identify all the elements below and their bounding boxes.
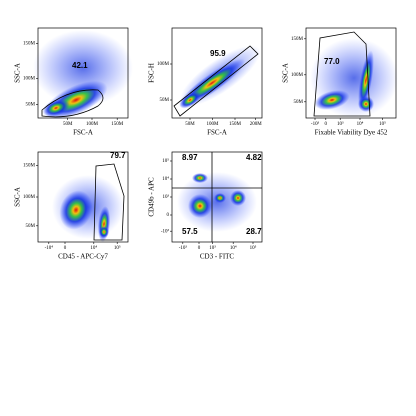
- gate: [173, 45, 259, 117]
- x-tick-label: -10⁴: [45, 245, 54, 251]
- x-tick-label: 0: [198, 246, 201, 251]
- density-region: [214, 193, 226, 203]
- x-tick-label: 150M: [229, 122, 242, 127]
- x-tick-label: 10⁵: [114, 245, 121, 251]
- density-region: [59, 190, 93, 230]
- y-tick-label: 10⁴: [162, 176, 169, 182]
- x-tick-label: 0: [64, 246, 67, 251]
- plot-frame: [305, 27, 397, 119]
- x-tick-label: 100M: [207, 122, 220, 127]
- x-tick-label: 200M: [250, 122, 263, 127]
- x-axis-label: CD45 - APC-Cy7: [58, 253, 108, 261]
- y-axis-label: SSC-A: [14, 187, 22, 207]
- density-region: [188, 194, 212, 218]
- y-tick-label: 150M: [23, 164, 36, 169]
- density-region: [358, 50, 374, 110]
- x-tick-label: -10³: [311, 121, 320, 127]
- plot-frame: [37, 27, 129, 119]
- y-tick-label: 150M: [23, 41, 36, 46]
- gate-percentage: 79.7: [110, 151, 126, 160]
- y-tick-label: 10³: [163, 194, 170, 200]
- x-axis-label: CD3 - FITC: [200, 253, 235, 261]
- y-tick-label: 0: [167, 213, 170, 218]
- x-tick-label: 10³: [209, 245, 216, 251]
- y-tick-label: 150M: [291, 37, 304, 42]
- density-region: [358, 96, 374, 112]
- x-tick-label: 10⁴: [230, 245, 237, 251]
- x-tick-label: 100M: [86, 122, 99, 127]
- plot-frame: [171, 27, 263, 119]
- x-tick-label: 50M: [185, 122, 195, 127]
- x-tick-label: 50M: [63, 122, 73, 127]
- x-tick-label: 10⁴: [357, 121, 364, 127]
- y-axis-label: SSC-A: [282, 63, 290, 83]
- y-tick-label: 50M: [294, 100, 304, 105]
- x-tick-label: 0: [325, 122, 328, 127]
- plot-panel: -10³ 0 10³ 10⁴ 10⁵ 50M 100M 150M Fixable Viabili…: [282, 27, 398, 137]
- y-tick-label: 100M: [157, 62, 170, 67]
- gate: [41, 89, 104, 118]
- x-tick-label: 10⁵: [250, 245, 257, 251]
- plot-panel: 50M 100M 150M 50M 100M 150M FSC-A SSC-A 42.1: [14, 27, 133, 137]
- gate-percentage: 28.7: [246, 227, 262, 236]
- x-tick-label: 10³: [337, 121, 344, 127]
- density-region: [99, 226, 109, 238]
- gate-percentage: 95.9: [210, 49, 226, 58]
- density-region: [42, 99, 70, 117]
- plot-panel: -10³ 0 10³ 10⁴ 10⁵ -10³ 0 10³ 10⁴ 10⁵ CD3 - FITC CD…: [148, 151, 263, 261]
- x-tick-label: 10⁴: [90, 245, 97, 251]
- plot-panel: -10⁴ 0 10⁴ 10⁵ 50M 100M 150M CD45 - APC-Cy7 SSC-…: [14, 151, 129, 261]
- x-tick-label: 10⁵: [379, 121, 386, 127]
- density-region: [179, 91, 201, 109]
- gate: [313, 31, 371, 117]
- gate: [93, 163, 125, 241]
- y-tick-label: 100M: [291, 73, 304, 78]
- y-axis-label: CD49b - APC: [148, 177, 156, 217]
- y-tick-label: -10³: [161, 228, 170, 234]
- y-tick-label: 50M: [160, 98, 170, 103]
- y-axis-label: SSC-A: [14, 63, 22, 83]
- x-axis-label: FSC-A: [73, 129, 93, 137]
- x-tick-label: -10³: [179, 245, 188, 251]
- y-tick-label: 10⁵: [162, 158, 169, 164]
- y-tick-label: 50M: [26, 103, 36, 108]
- x-tick-label: 150M: [111, 122, 124, 127]
- event-cloud: [33, 30, 133, 106]
- x-axis-label: Fixable Viability Dye 452: [315, 129, 388, 137]
- y-tick-label: 100M: [23, 77, 36, 82]
- density-region: [314, 90, 350, 110]
- y-axis-label: FSC-H: [148, 63, 156, 83]
- plot-panel: 50M 100M 150M 200M 50M 100M FSC-A FSC-H 95.9: [148, 27, 263, 137]
- gate-percentage: 57.5: [182, 227, 198, 236]
- y-tick-label: 100M: [23, 195, 36, 200]
- gate-percentage: 8.97: [182, 153, 198, 162]
- gate-percentage: 77.0: [324, 57, 340, 66]
- gate-percentage: 4.82: [246, 153, 262, 162]
- y-tick-label: 50M: [26, 224, 36, 229]
- density-region: [230, 190, 246, 206]
- gate-percentage: 42.1: [72, 61, 88, 70]
- density-region: [192, 173, 208, 183]
- x-axis-label: FSC-A: [207, 129, 227, 137]
